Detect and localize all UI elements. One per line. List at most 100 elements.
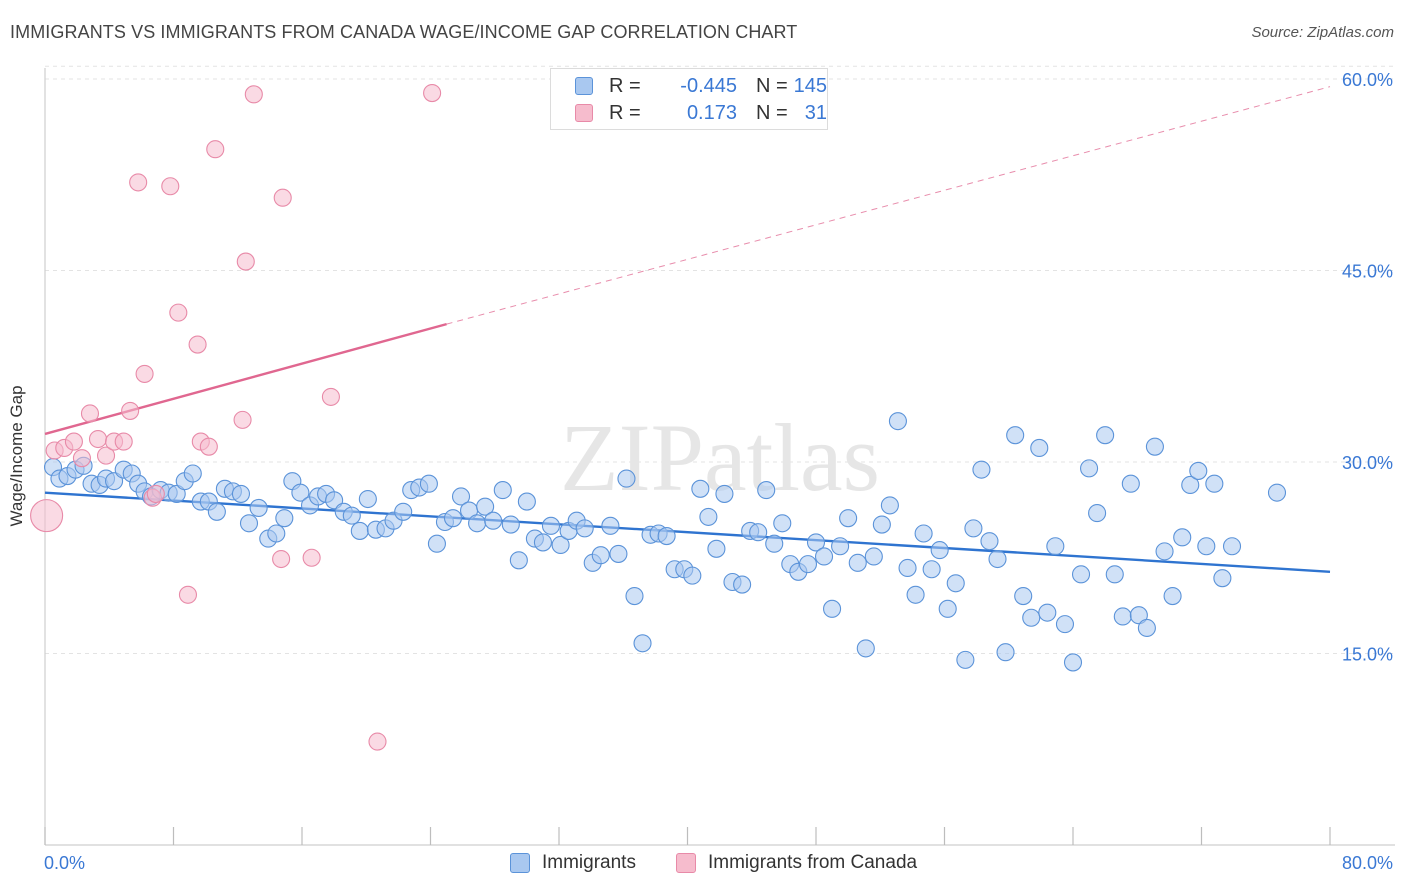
immigrants-point [1071, 565, 1091, 584]
canada-point [233, 410, 252, 429]
immigrants-point [1173, 528, 1192, 547]
data-points [30, 83, 1287, 751]
legend-swatch-pink [575, 104, 593, 122]
canada-point [146, 484, 165, 503]
gridlines [45, 65, 1395, 654]
immigrants-point [1213, 569, 1232, 588]
immigrants-point [1105, 565, 1124, 584]
immigrants-point [625, 586, 644, 606]
immigrants-point [1014, 586, 1033, 606]
immigrants-point [394, 502, 413, 521]
immigrants-point [1055, 615, 1075, 634]
immigrants-point [906, 585, 925, 604]
immigrants-point [946, 574, 965, 593]
canada-point [244, 85, 263, 104]
immigrants-point [956, 650, 975, 669]
n-label: N = [756, 102, 788, 124]
canada-point [188, 335, 207, 354]
immigrants-point [1189, 461, 1208, 480]
immigrants-point [922, 560, 941, 579]
immigrants-point [249, 498, 268, 518]
immigrants-point [533, 533, 552, 552]
immigrants-point [509, 551, 528, 570]
immigrants-point [591, 546, 610, 565]
immigrants-point [814, 547, 834, 566]
canada-point [121, 401, 140, 420]
y-axis-label: Wage/Income Gap [7, 385, 26, 527]
immigrants-point [831, 537, 850, 556]
immigrants-point [765, 534, 784, 553]
canada-point [88, 429, 108, 449]
immigrants-point [601, 516, 620, 535]
immigrants-point [419, 474, 438, 493]
immigrants-point [773, 514, 792, 533]
canada-point [368, 732, 387, 751]
immigrants-point [541, 516, 561, 535]
immigrants-point [1129, 606, 1148, 625]
immigrants-point [501, 515, 520, 534]
legend-swatch-blue [575, 77, 593, 95]
immigrants-point [898, 558, 917, 578]
immigrants-point [1088, 504, 1107, 523]
x-tick-label: 80.0% [1342, 853, 1393, 873]
immigrants-point [231, 484, 251, 503]
immigrants-point [275, 509, 294, 528]
canada-point [236, 252, 255, 271]
immigrants-point [1163, 586, 1182, 606]
canada-point [64, 432, 83, 451]
canada-point [321, 387, 340, 406]
canada-point [423, 83, 442, 103]
immigrants-point [468, 514, 487, 533]
immigrants-point [848, 553, 867, 572]
immigrants-point [342, 506, 361, 525]
immigrants-point [1121, 474, 1140, 493]
immigrants-point [575, 519, 594, 538]
canada-point [72, 449, 91, 468]
immigrants-point [1030, 438, 1049, 458]
legend-swatch-blue [510, 853, 530, 873]
axes [44, 68, 1395, 846]
immigrants-point [988, 549, 1007, 569]
n-value: 31 [804, 102, 827, 124]
immigrants-point [1063, 653, 1083, 672]
immigrants-point [683, 566, 702, 585]
immigrants-point [451, 487, 471, 506]
canada-point [272, 549, 291, 569]
immigrants-point [972, 460, 991, 479]
correlation-legend: R = -0.445 N = 145 R = 0.173 N = 31 [550, 68, 828, 130]
canada-point [206, 140, 225, 159]
x-tick-label: 0.0% [44, 853, 85, 873]
r-label: R = [609, 75, 641, 97]
r-value: -0.445 [680, 75, 737, 97]
immigrants-point [806, 533, 826, 552]
immigrants-point [914, 524, 933, 543]
immigrants-point [691, 479, 710, 498]
immigrants-point [358, 489, 377, 509]
immigrants-point [551, 535, 570, 555]
immigrants-point [1145, 437, 1164, 456]
immigrants-point [930, 541, 949, 560]
canada-trend-line [44, 322, 447, 436]
immigrants-point [856, 639, 875, 658]
immigrants-point [1155, 542, 1174, 561]
canada-point [178, 585, 198, 604]
immigrants-point [493, 481, 512, 500]
n-label: N = [756, 75, 788, 97]
chart-title: IMMIGRANTS VS IMMIGRANTS FROM CANADA WAG… [10, 22, 798, 42]
y-tick-label: 15.0% [1342, 645, 1393, 665]
r-label: R = [609, 102, 641, 124]
immigrants-point [443, 509, 463, 528]
immigrants-point [1046, 537, 1065, 556]
immigrants-point [938, 599, 957, 618]
immigrants-point [1006, 426, 1025, 445]
immigrants-point [1197, 537, 1216, 556]
immigrants-point [291, 483, 310, 502]
immigrants-point [1080, 459, 1099, 478]
legend-swatch-pink [676, 853, 696, 873]
canada-point [169, 303, 188, 322]
immigrants-point [207, 502, 226, 521]
immigrants-point [1222, 537, 1242, 556]
immigrants-point [239, 514, 259, 533]
immigrants-point [798, 555, 818, 574]
immigrants-point [617, 469, 636, 488]
